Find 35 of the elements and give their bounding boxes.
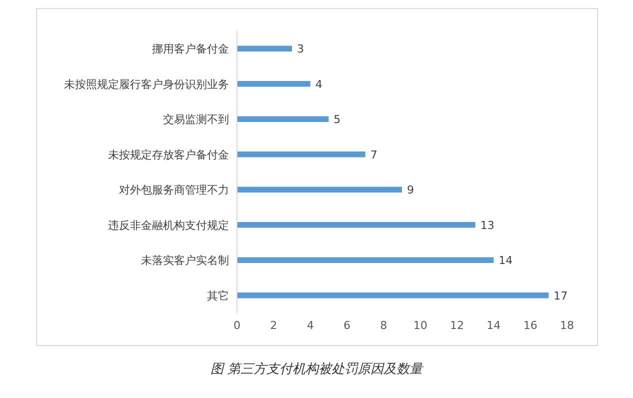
y-tick-label: 挪用客户备付金 [152, 42, 229, 56]
x-tick-label: 10 [413, 318, 428, 332]
x-tick-label: 18 [560, 318, 574, 332]
data-label: 17 [554, 289, 568, 302]
bar [237, 46, 292, 52]
y-tick-label: 违反非金融机构支付规定 [108, 218, 229, 232]
y-tick-label: 未按照规定履行客户身份识别业务 [64, 78, 229, 91]
x-tick-label: 4 [306, 318, 314, 332]
bar [237, 81, 310, 87]
data-label: 9 [407, 184, 414, 197]
y-tick-label: 未按规定存放客户备付金 [108, 148, 229, 162]
x-tick-label: 2 [270, 318, 278, 332]
x-tick-label: 0 [234, 318, 240, 332]
data-label: 14 [498, 254, 513, 268]
y-tick-label: 未落实客户实名制 [141, 254, 229, 268]
x-tick-label: 12 [450, 318, 464, 332]
data-label: 4 [315, 78, 322, 91]
y-tick-label: 对外包服务商管理不力 [119, 184, 229, 197]
data-label: 13 [480, 218, 494, 232]
bar [237, 186, 402, 192]
bar [237, 152, 366, 158]
data-label: 5 [334, 113, 341, 126]
bar [237, 292, 549, 298]
data-label: 3 [297, 42, 304, 56]
x-tick-label: 16 [523, 318, 538, 332]
x-tick-label: 14 [486, 318, 501, 332]
text: 图 第三方支付机构被处罚原因及数量 [209, 361, 424, 378]
x-tick-label: 8 [380, 318, 388, 332]
y-tick-label: 其它 [207, 289, 229, 302]
x-tick-label: 6 [344, 318, 350, 332]
data-label: 7 [370, 148, 378, 162]
bar [237, 257, 494, 263]
bar [237, 222, 476, 228]
bar [237, 116, 329, 122]
y-tick-label: 交易监测不到 [163, 113, 229, 126]
